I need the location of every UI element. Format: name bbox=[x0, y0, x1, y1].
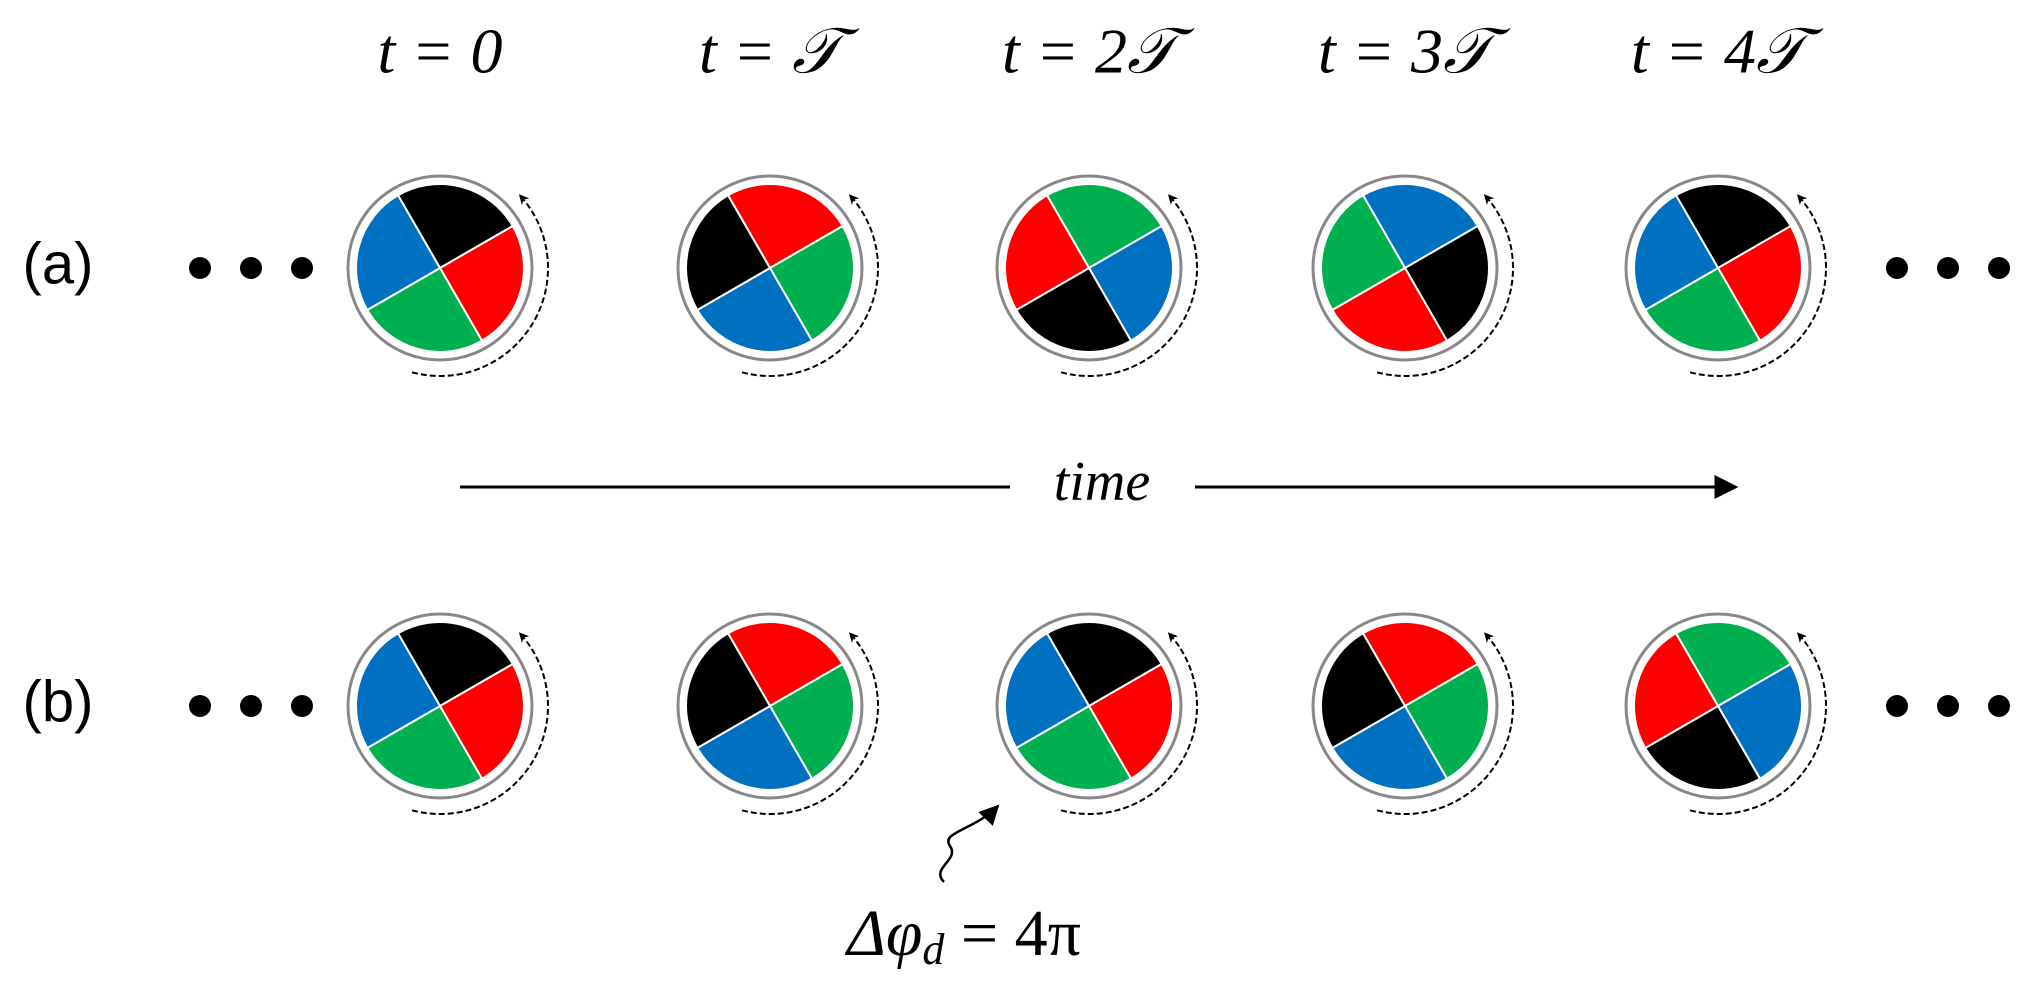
time-label: t = 0 bbox=[378, 16, 503, 87]
time-label: t = 3𝒯 bbox=[1318, 16, 1511, 87]
disk-quadrant bbox=[695, 266, 814, 353]
disk-quadrant bbox=[438, 224, 525, 343]
disk-quadrant bbox=[1632, 631, 1720, 750]
disk-quadrant bbox=[396, 183, 515, 270]
disk-quadrant bbox=[1319, 631, 1407, 750]
disk-quadrant bbox=[1014, 704, 1133, 792]
disk-quadrant bbox=[1643, 704, 1762, 792]
disk-quadrant bbox=[1003, 631, 1091, 750]
disk-quadrant bbox=[1632, 193, 1720, 312]
disk bbox=[995, 612, 1198, 815]
disk-quadrant bbox=[1003, 193, 1091, 312]
ellipsis-dots bbox=[189, 257, 2010, 717]
disk bbox=[1311, 612, 1514, 815]
disk-quadrant bbox=[1674, 182, 1793, 270]
disk bbox=[1624, 174, 1827, 377]
annotation-rest: = 4π bbox=[944, 897, 1081, 970]
time-label: t = 4𝒯 bbox=[1631, 16, 1824, 87]
row-label: (b) bbox=[23, 669, 94, 734]
disk bbox=[346, 612, 549, 815]
disk bbox=[1311, 174, 1514, 377]
disk-quadrant bbox=[1361, 182, 1480, 270]
disk-quadrant bbox=[365, 266, 484, 353]
disk-quadrant bbox=[1045, 620, 1164, 708]
disk-quadrant bbox=[1319, 193, 1407, 312]
disk-quadrant bbox=[1643, 266, 1762, 354]
disk bbox=[676, 612, 879, 815]
rotation-arrow bbox=[1376, 632, 1514, 815]
disk bbox=[346, 174, 549, 377]
disk-quadrant bbox=[1403, 662, 1491, 781]
row-label: (a) bbox=[23, 231, 94, 296]
annotation-arrow bbox=[939, 804, 1000, 883]
rotation-arrow bbox=[1689, 194, 1827, 377]
disk-quadrant bbox=[1330, 704, 1449, 792]
annotation-symbol: Δφ bbox=[844, 897, 922, 970]
rotation-arrow bbox=[1060, 632, 1198, 815]
disk-quadrant bbox=[1330, 266, 1449, 354]
disk-quadrant bbox=[726, 621, 845, 708]
disk-quadrant bbox=[1045, 182, 1164, 270]
annotation: Δφd = 4π bbox=[844, 897, 1081, 974]
disk-quadrant bbox=[365, 704, 484, 791]
disk-quadrant bbox=[1361, 620, 1480, 708]
disk-quadrant bbox=[1674, 620, 1793, 708]
time-label: t = 2𝒯 bbox=[1002, 16, 1195, 87]
rotation-arrow bbox=[741, 194, 879, 377]
disk bbox=[995, 174, 1198, 377]
rotation-arrow bbox=[741, 632, 879, 815]
disk bbox=[676, 174, 879, 377]
disk-quadrant bbox=[1403, 224, 1491, 343]
disk-quadrant bbox=[695, 704, 814, 791]
time-label: t = 𝒯 bbox=[699, 16, 860, 87]
disk-quadrant bbox=[685, 631, 772, 750]
rotation-arrow bbox=[1376, 194, 1514, 377]
disk bbox=[1624, 612, 1827, 815]
disk-quadrant bbox=[685, 193, 772, 312]
disk-quadrant bbox=[1087, 662, 1175, 781]
disk-quadrant bbox=[355, 193, 442, 312]
rotation-arrow bbox=[1689, 632, 1827, 815]
rotation-arrow bbox=[411, 194, 549, 377]
annotation-subscript: d bbox=[922, 925, 945, 974]
disk-quadrant bbox=[1014, 266, 1133, 354]
disk-quadrant bbox=[1716, 662, 1804, 781]
disk-quadrant bbox=[768, 662, 855, 781]
disk-quadrant bbox=[1087, 224, 1175, 343]
rotation-arrow bbox=[1060, 194, 1198, 377]
disk-quadrant bbox=[438, 662, 525, 781]
disk-quadrant bbox=[355, 631, 442, 750]
disk-quadrant bbox=[768, 224, 855, 343]
disk-quadrant bbox=[1716, 224, 1804, 343]
time-label: time bbox=[1054, 451, 1150, 513]
disk-quadrant bbox=[726, 183, 845, 270]
disk-quadrant bbox=[396, 621, 515, 708]
rotation-arrow bbox=[411, 632, 549, 815]
